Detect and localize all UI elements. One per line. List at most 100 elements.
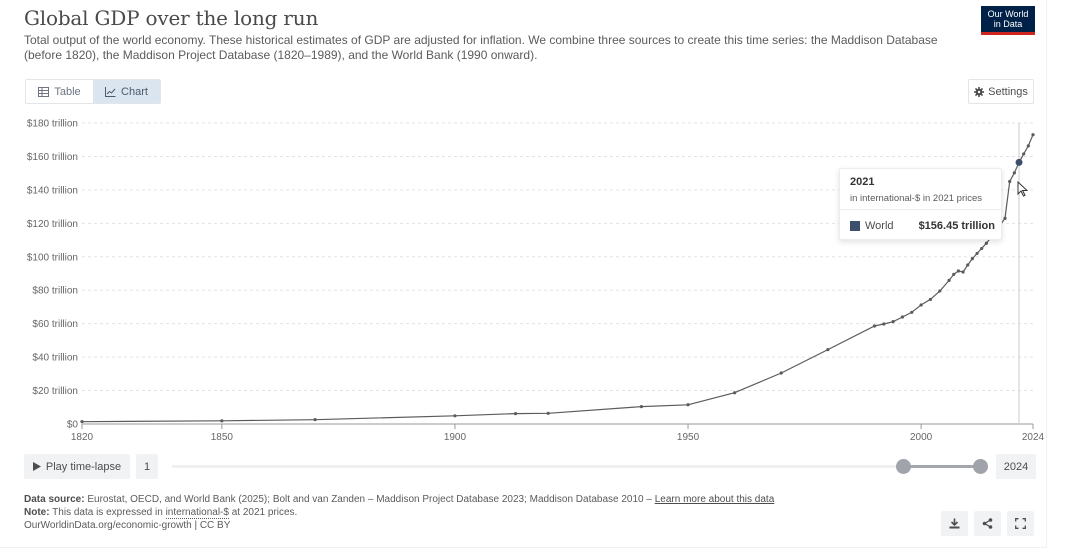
note-label: Note: <box>24 507 50 518</box>
tooltip-series-name: World <box>865 220 894 232</box>
owid-logo[interactable]: Our World in Data <box>981 6 1035 35</box>
frame-bottom-edge <box>0 547 1047 548</box>
tooltip-divider <box>840 209 1001 210</box>
tooltip-series-swatch <box>850 221 860 231</box>
timeline-end-label[interactable]: 2024 <box>996 454 1036 479</box>
x-tick-label: 2024 <box>1022 432 1045 443</box>
tooltip-unit: in international-$ in 2021 prices <box>850 193 983 204</box>
data-point <box>1031 133 1035 137</box>
data-point <box>733 391 737 395</box>
y-tick-label: $180 trillion <box>27 119 78 130</box>
timeline-start-label[interactable]: 1 <box>136 454 158 479</box>
share-button[interactable] <box>974 511 1001 536</box>
y-tick-label: $140 trillion <box>27 185 78 196</box>
share-icon <box>982 518 993 529</box>
data-tooltip: 2021 in international-$ in 2021 prices W… <box>839 168 1002 240</box>
data-point <box>980 246 984 251</box>
tab-table[interactable]: Table <box>26 80 93 103</box>
y-tick-label: $20 trillion <box>32 386 78 397</box>
logo-accent-bar <box>981 32 1035 35</box>
play-icon <box>32 462 41 471</box>
note-text-pre: This data is expressed in <box>52 507 163 518</box>
source-url[interactable]: OurWorldinData.org/economic-growth | CC … <box>24 520 231 531</box>
table-icon <box>38 86 50 97</box>
settings-label: Settings <box>988 85 1028 98</box>
data-point <box>872 324 877 328</box>
expand-icon <box>1015 518 1026 529</box>
data-point <box>1022 152 1026 156</box>
data-point <box>313 418 317 422</box>
learn-more-link[interactable]: Learn more about this data <box>654 494 775 505</box>
data-point <box>639 405 644 409</box>
play-timelapse-label: Play time-lapse <box>45 460 122 473</box>
data-point <box>882 322 886 326</box>
y-tick-label: $60 trillion <box>32 319 78 330</box>
tooltip-year: 2021 <box>850 176 875 188</box>
footer-actions <box>941 511 1034 536</box>
chart-footer: Data source: Eurostat, OECD, and World B… <box>24 493 774 532</box>
data-point <box>1012 171 1016 175</box>
y-tick-label: $120 trillion <box>27 219 78 230</box>
tab-chart[interactable]: Chart <box>93 80 160 103</box>
gear-icon <box>974 86 985 97</box>
highlighted-data-point <box>1015 158 1023 166</box>
data-point <box>961 270 965 274</box>
download-icon <box>949 518 960 529</box>
download-button[interactable] <box>941 511 968 536</box>
chart-subtitle: Total output of the world economy. These… <box>24 33 938 62</box>
data-point <box>1003 216 1007 220</box>
x-tick-label: 1900 <box>444 432 467 443</box>
x-tick-label: 1820 <box>71 432 94 443</box>
y-tick-label: $100 trillion <box>27 252 78 263</box>
tooltip-series-value: $156.45 trillion <box>918 220 995 232</box>
y-tick-label: $0 <box>67 420 79 431</box>
data-point <box>975 251 979 256</box>
data-point <box>513 412 518 416</box>
timeline-selected-range <box>903 465 980 468</box>
timeline-end-handle[interactable] <box>972 459 988 474</box>
note-text-post: at 2021 prices. <box>231 507 298 518</box>
note-line: Note: This data is expressed in internat… <box>24 506 774 519</box>
data-point <box>970 257 974 261</box>
line-chart-icon <box>105 86 116 97</box>
settings-button[interactable]: Settings <box>968 79 1034 104</box>
data-point <box>947 278 951 282</box>
international-dollar-term[interactable]: international-$ <box>165 507 229 519</box>
timeline-controls: Play time-lapse 1 2024 <box>24 454 1036 479</box>
x-tick-label: 1950 <box>677 432 700 443</box>
data-point <box>779 371 783 375</box>
play-timelapse-button[interactable]: Play time-lapse <box>24 454 130 479</box>
tab-chart-label: Chart <box>121 85 148 98</box>
data-point <box>891 320 895 324</box>
data-source-text: Eurostat, OECD, and World Bank (2025); B… <box>87 494 652 505</box>
logo-line-1: Our World <box>987 9 1029 19</box>
chart-title: Global GDP over the long run <box>24 6 319 30</box>
data-point <box>686 403 690 407</box>
x-tick-label: 2000 <box>910 432 933 443</box>
data-point <box>984 241 988 245</box>
mouse-cursor-icon <box>1017 181 1028 197</box>
tab-table-label: Table <box>54 85 81 98</box>
x-tick-label: 1850 <box>211 432 234 443</box>
data-point <box>910 310 914 314</box>
data-point <box>1026 144 1030 148</box>
data-point <box>453 414 457 418</box>
data-point <box>826 347 830 352</box>
timeline-track[interactable] <box>172 459 988 474</box>
data-point <box>956 269 961 273</box>
y-tick-label: $80 trillion <box>32 286 78 297</box>
logo-line-2: in Data <box>993 18 1023 29</box>
data-point <box>919 303 923 307</box>
data-source-label: Data source: <box>24 494 85 505</box>
data-point <box>80 420 84 424</box>
fullscreen-button[interactable] <box>1007 511 1034 536</box>
gdp-line-chart[interactable]: $0 $20 trillion $40 trillion $60 trillion $8… <box>0 110 1046 450</box>
view-tabs: Table Chart <box>25 79 161 104</box>
data-point <box>928 297 933 302</box>
y-tick-label: $160 trillion <box>27 152 78 163</box>
data-source-line: Data source: Eurostat, OECD, and World B… <box>24 493 774 506</box>
y-tick-label: $40 trillion <box>32 353 78 364</box>
frame-right-edge <box>1046 0 1047 548</box>
tooltip-row: World $156.45 trillion <box>850 220 995 232</box>
timeline-start-handle[interactable] <box>895 459 911 474</box>
